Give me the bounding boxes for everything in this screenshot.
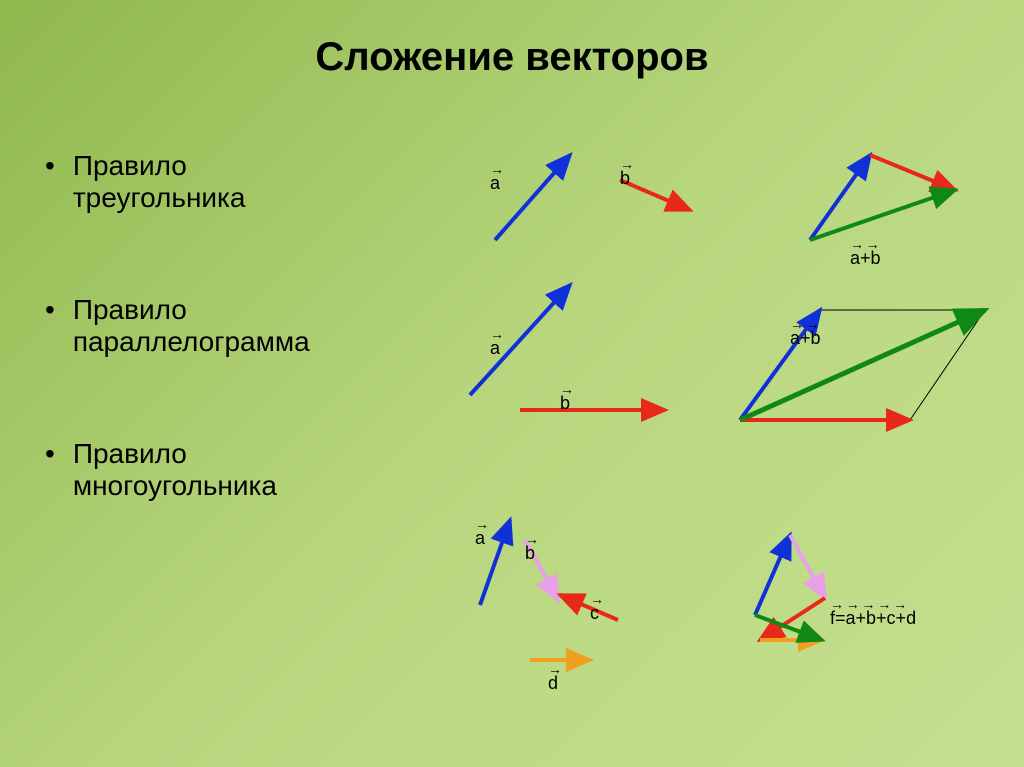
label-r2-b: →b <box>560 385 572 414</box>
label-r3-a: →a <box>475 520 487 549</box>
r3-right-a <box>755 535 790 615</box>
label-r1-sum: → →a+b <box>850 240 881 269</box>
r2-left-a <box>470 285 570 395</box>
label-r2-sum: → →a+b <box>790 320 821 349</box>
label-r3-b: →b <box>525 535 537 564</box>
r1-right-a <box>810 155 870 240</box>
label-r3-sum: → → → → →f=a+b+c+d <box>830 600 916 629</box>
r2-right-sum <box>740 310 985 420</box>
r3-right-b <box>790 535 825 598</box>
label-r1-a: →a <box>490 165 502 194</box>
vector-diagrams <box>0 0 1024 767</box>
label-r3-c: →c <box>590 595 602 624</box>
r3-left-c <box>560 595 618 620</box>
r1-right-sum <box>810 190 955 240</box>
label-r1-b: →b <box>620 160 632 189</box>
label-r2-a: →a <box>490 330 502 359</box>
label-r3-d: →d <box>548 665 560 694</box>
r1-right-b <box>870 155 955 190</box>
r1-left-a <box>495 155 570 240</box>
